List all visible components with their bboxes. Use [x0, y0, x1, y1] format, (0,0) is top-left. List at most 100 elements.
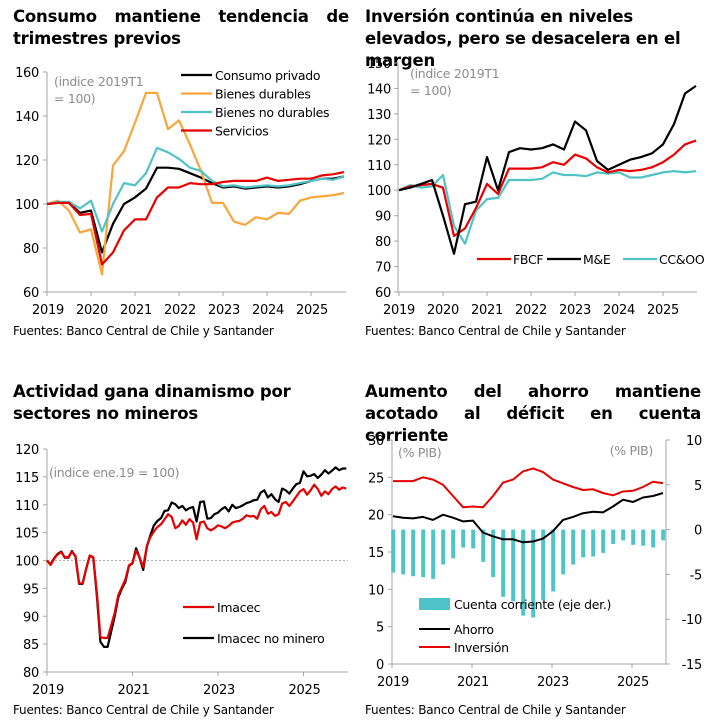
y-tick-label: 115: [15, 471, 39, 486]
y-tick-label: 70: [375, 261, 391, 276]
x-tick-label: 2022: [515, 303, 547, 318]
x-tick-label: 2025: [617, 675, 649, 690]
x-tick-label: 2021: [118, 683, 150, 698]
current-account-bar: [441, 529, 446, 565]
index-note: = 100): [54, 91, 95, 106]
x-tick-label: 2025: [289, 683, 321, 698]
index-note: = 100): [410, 83, 451, 98]
series-line-m-e: [398, 84, 697, 255]
current-account-bar: [561, 529, 566, 575]
series-line-inversi-n: [393, 467, 664, 509]
current-account-bar: [411, 529, 416, 577]
legend-label: Bienes durables: [215, 87, 311, 102]
y-tick-label: 20: [368, 509, 384, 524]
legend-label: CC&OO: [659, 252, 705, 267]
index-note: (indice 2019T1: [54, 74, 143, 89]
index-note: (indice ene.19 = 100): [49, 465, 179, 480]
y-tick-label: 100: [15, 198, 39, 213]
current-account-bar: [601, 529, 606, 553]
legend-label: FBCF: [513, 252, 543, 267]
chart-title: Aumento del ahorro mantiene acotado al d…: [365, 382, 701, 445]
x-tick-label: 2023: [559, 303, 591, 318]
current-account-bar: [521, 529, 526, 616]
y-tick-label: 120: [15, 443, 39, 458]
y-tick-label: 0: [376, 658, 384, 673]
y2-tick-label: 0: [694, 524, 702, 539]
x-tick-label: 2019: [32, 683, 64, 698]
y-tick-label: 110: [367, 159, 391, 174]
current-account-bar: [661, 529, 666, 541]
x-tick-label: 2019: [377, 675, 409, 690]
panel-consumo: Consumo mantiene tendencia de trimestres…: [0, 0, 354, 361]
x-tick-label: 2022: [164, 303, 196, 318]
current-account-bar: [481, 529, 486, 562]
series-line-imacec: [46, 483, 347, 640]
x-tick-label: 2021: [120, 303, 152, 318]
legend-label: M&E: [583, 252, 611, 267]
panel-inversion: Inversión continúa en niveles elevados, …: [355, 0, 709, 361]
y-tick-label: 100: [15, 555, 39, 570]
legend-label: Imacec: [217, 600, 261, 615]
current-account-bar: [611, 529, 616, 544]
y-tick-label: 10: [368, 583, 384, 598]
y-tick-label: 5: [376, 621, 384, 636]
current-account-bar: [591, 529, 596, 557]
current-account-bar: [641, 529, 646, 546]
y-tick-label: 110: [15, 499, 39, 514]
current-account-bar: [631, 529, 636, 545]
y2-tick-label: 5: [694, 479, 702, 494]
legend-swatch: [419, 598, 450, 610]
y-tick-label: 95: [23, 582, 39, 597]
x-tick-label: 2021: [471, 303, 503, 318]
x-tick-label: 2019: [383, 303, 415, 318]
current-account-bar: [551, 529, 556, 592]
y-tick-label: 140: [15, 110, 39, 125]
x-tick-label: 2023: [537, 675, 569, 690]
y-tick-label: 60: [375, 286, 391, 301]
legend-label: Ahorro: [454, 622, 494, 637]
y-tick-label: 105: [15, 527, 39, 542]
x-tick-label: 2019: [32, 303, 64, 318]
y2-tick-label: -10: [682, 613, 702, 628]
chart-actividad: 80 85 90 95 100 105 110 115 120 2019 2021 2023 2025 (…: [15, 443, 348, 698]
chart-inversion: 60 70 80 90 100 110 120 130 140 150 2019 2020 2021 20…: [367, 57, 705, 318]
x-tick-label: 2021: [457, 675, 489, 690]
x-tick-label: 2024: [252, 303, 284, 318]
y-tick-label: 120: [367, 133, 391, 148]
chart-title: Inversión continúa en niveles elevados, …: [365, 7, 681, 70]
y-tick-label: 150: [367, 57, 391, 72]
current-account-bar: [531, 529, 536, 618]
unit-note-right: (% PIB): [610, 443, 653, 458]
current-account-bar: [451, 529, 456, 559]
y-tick-label: 80: [375, 235, 391, 250]
current-account-bar: [471, 529, 476, 549]
source-note: Fuentes: Banco Central de Chile y Santan…: [13, 703, 274, 717]
x-tick-label: 2023: [203, 683, 235, 698]
x-tick-label: 2025: [296, 303, 328, 318]
series-line-bienes-no-durables: [46, 146, 345, 233]
y-tick-label: 15: [368, 546, 384, 561]
current-account-bar: [581, 529, 586, 558]
current-account-bar: [421, 529, 426, 578]
current-account-bar: [501, 529, 506, 597]
x-tick-label: 2024: [603, 303, 635, 318]
y-tick-label: 90: [375, 210, 391, 225]
y-tick-label: 90: [23, 610, 39, 625]
y-tick-label: 85: [23, 638, 39, 653]
panel-actividad: Actividad gana dinamismo por sectores no…: [0, 361, 354, 722]
current-account-bar: [461, 529, 466, 548]
source-note: Fuentes: Banco Central de Chile y Santan…: [13, 324, 274, 338]
legend-label: Cuenta corriente (eje der.): [454, 597, 611, 612]
y-tick-label: 100: [367, 184, 391, 199]
series-line-bienes-durables: [46, 91, 345, 276]
series-line-ahorro: [392, 492, 664, 544]
y-tick-label: 120: [15, 154, 39, 169]
series-line-cc-oo: [398, 170, 697, 245]
current-account-bar: [571, 529, 576, 565]
y2-tick-label: -5: [690, 568, 702, 583]
y2-tick-label: 10: [686, 434, 702, 449]
current-account-bar: [391, 529, 396, 573]
y-tick-label: 140: [367, 82, 391, 97]
legend-label: Consumo privado: [215, 68, 320, 83]
